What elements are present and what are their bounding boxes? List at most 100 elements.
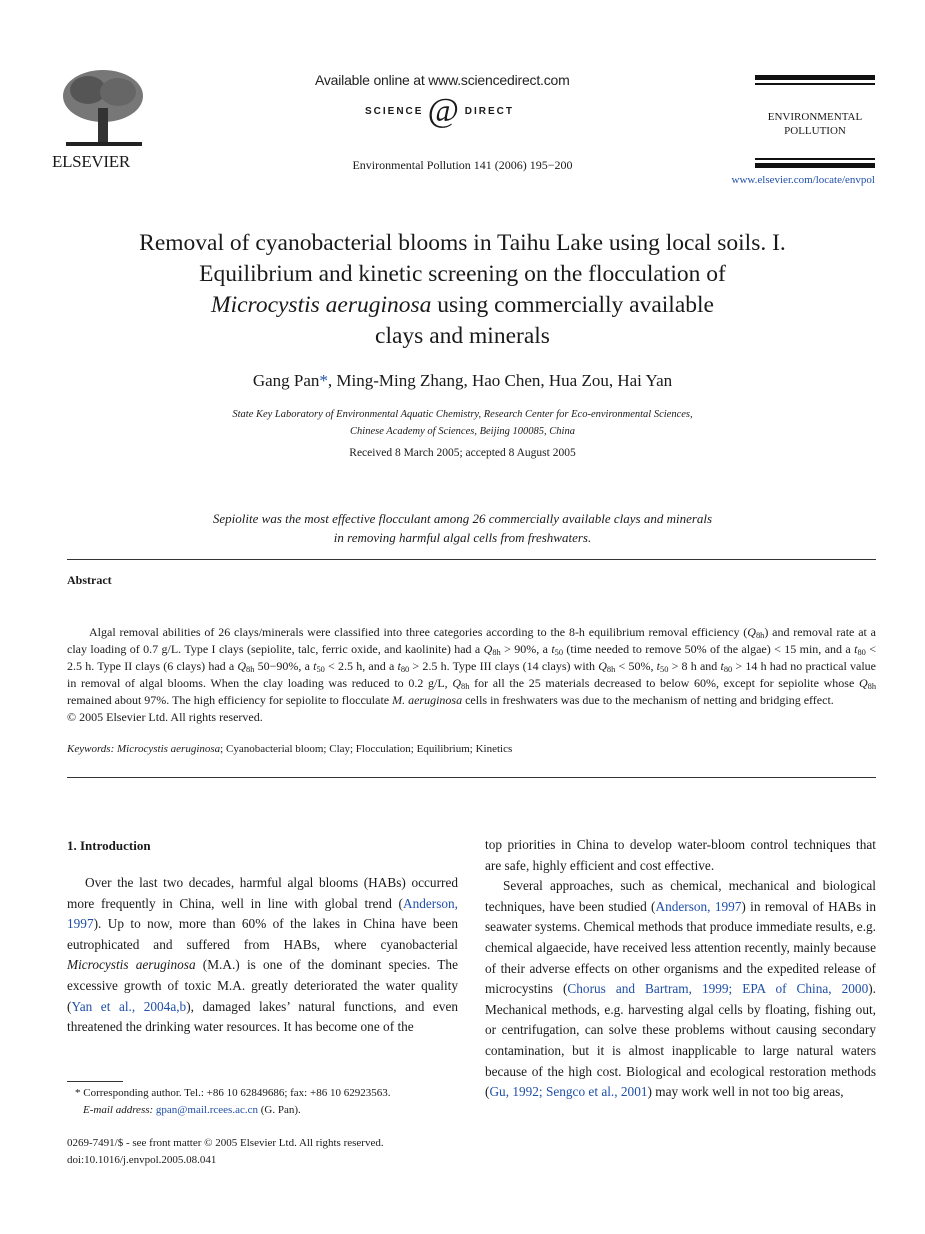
journal-name: ENVIRONMENTAL POLLUTION (755, 110, 875, 138)
sd-at: @ (427, 92, 461, 129)
reference-link[interactable]: Anderson, 1997 (655, 898, 742, 914)
text: ). Up to now, more than 60% of the lakes… (67, 916, 458, 952)
abstract-text: Algal removal abilities of 26 clays/mine… (67, 624, 876, 709)
subscript: 8h (867, 682, 876, 692)
text: < 50%, (615, 659, 657, 673)
subscript: 8h (461, 682, 470, 692)
paragraph: Over the last two decades, harmful algal… (67, 873, 458, 1038)
text: ). Mechanical methods, e.g. harvesting a… (485, 981, 876, 1100)
text: Over the last two decades, harmful algal… (67, 875, 458, 911)
journal-bar (755, 83, 875, 85)
italic-text: t (313, 659, 317, 673)
abstract-heading: Abstract (67, 573, 112, 587)
subscript: 80 (723, 665, 733, 675)
text: (time needed to remove 50% of the algae)… (563, 642, 855, 656)
text: ) may work well in not too big areas, (647, 1084, 844, 1100)
subscript: 50 (554, 648, 564, 658)
italic-text: t (551, 642, 555, 656)
journal-url-link[interactable]: www.elsevier.com/locate/envpol (731, 174, 875, 186)
italic-text: E-mail address: (83, 1104, 154, 1116)
text: > 8 h and (668, 659, 721, 673)
elsevier-tree-logo (58, 68, 148, 155)
italic-text: Q (483, 642, 493, 656)
title-line: clays and minerals (60, 321, 865, 352)
italic-text: Q (237, 659, 247, 673)
title-line: Equilibrium and kinetic screening on the… (60, 259, 865, 290)
text: cells in freshwaters was due to the mech… (462, 693, 834, 707)
text: > 14 h had no practical value in removal… (67, 659, 877, 690)
highlight-line: Sepiolite was the most effective floccul… (212, 511, 713, 526)
text: Equilibrium and kinetic screening on the… (199, 261, 726, 287)
text: ) in removal of HABs in seawater systems… (485, 898, 876, 997)
text: top priorities in China to develop water… (485, 837, 876, 873)
italic-text: t (397, 659, 401, 673)
abstract-body: Algal removal abilities of 26 clays/mine… (67, 624, 876, 726)
sciencedirect-logo: SCIENCE @ DIRECT (365, 92, 514, 129)
reference-link[interactable]: Anderson, 1997 (67, 895, 458, 932)
italic-text: Q (452, 676, 462, 690)
footnote-line: E-mail address: gpan@mail.rcees.ac.cn (G… (67, 1102, 467, 1119)
text: Algal removal abilities of 26 clays/mine… (89, 625, 748, 639)
italic-text: Q (747, 625, 756, 639)
subscript: 50 (316, 665, 325, 675)
subscript: 8h (755, 631, 765, 641)
italic-text: t (656, 659, 660, 673)
article-title: Removal of cyanobacterial blooms in Taih… (60, 228, 865, 352)
abstract-copyright: © 2005 Elsevier Ltd. All rights reserved… (67, 710, 263, 724)
title-line: Removal of cyanobacterial blooms in Taih… (60, 228, 865, 259)
subscript: 8h (606, 665, 616, 675)
text: , Ming-Ming Zhang, Hao Chen, Hua Zou, Ha… (327, 371, 673, 390)
journal-citation: Environmental Pollution 141 (2006) 195−2… (352, 158, 573, 172)
affiliation: State Key Laboratory of Environmental Aq… (0, 406, 925, 440)
right-column: top priorities in China to develop water… (485, 835, 876, 1103)
front-matter: 0269-7491/$ - see front matter © 2005 El… (67, 1135, 384, 1169)
text: clays and minerals (375, 323, 550, 349)
journal-name-line: ENVIRONMENTAL (767, 111, 863, 123)
subscript: 8h (246, 665, 255, 675)
reference-link[interactable]: Gu, 1992; Sengco et al., 2001 (489, 1084, 648, 1100)
italic-text: Microcystis aeruginosa (67, 957, 196, 973)
italic-text: Q (858, 676, 868, 690)
affiliation-line: Chinese Academy of Sciences, Beijing 100… (350, 426, 575, 437)
text: Gang Pan (252, 371, 320, 390)
italic-text: Microcystis aeruginosa (211, 292, 432, 318)
footnote-line: * Corresponding author. Tel.: +86 10 628… (67, 1085, 467, 1102)
text: ), damaged lakes’ natural functions, and… (67, 998, 458, 1035)
text: < 2.5 h, and a (324, 659, 398, 673)
sd-science: SCIENCE (365, 105, 424, 117)
text: ; Cyanobacterial bloom; Clay; Flocculati… (220, 743, 513, 755)
italic-text: t (854, 642, 858, 656)
footnote-rule (67, 1081, 123, 1082)
subscript: 50 (660, 665, 669, 675)
text: Removal of cyanobacterial blooms in Taih… (139, 230, 786, 256)
italic-text: M. aeruginosa (392, 693, 463, 707)
received-dates: Received 8 March 2005; accepted 8 August… (349, 447, 576, 459)
reference-link[interactable]: gpan@mail.rcees.ac.cn (155, 1104, 258, 1116)
keywords: Keywords: Microcystis aeruginosa; Cyanob… (67, 743, 512, 755)
sd-direct: DIRECT (464, 105, 514, 117)
highlight: Sepiolite was the most effective floccul… (150, 509, 775, 547)
affiliation-line: State Key Laboratory of Environmental Aq… (232, 409, 693, 420)
journal-name-line: POLLUTION (784, 125, 846, 137)
left-column: Over the last two decades, harmful algal… (67, 873, 458, 1038)
paragraph: Several approaches, such as chemical, me… (485, 876, 876, 1103)
italic-text: Keywords: Microcystis aeruginosa (67, 743, 221, 755)
reference-link[interactable]: Chorus and Bartram, 1999; EPA of China, … (567, 981, 869, 997)
text: for all the 25 materials decreased to be… (469, 676, 859, 690)
paragraph: top priorities in China to develop water… (485, 835, 876, 876)
highlight-line: in removing harmful algal cells from fre… (333, 530, 592, 545)
available-online-text: Available online at www.sciencedirect.co… (315, 72, 570, 88)
text: > 90%, a (500, 642, 552, 656)
divider (67, 777, 876, 778)
reference-link[interactable]: Yan et al., 2004a,b (71, 998, 187, 1014)
text: 50−90%, a (254, 659, 314, 673)
text: (M.A.) is one of the dominant species. T… (67, 957, 458, 1014)
reference-link[interactable]: * (319, 371, 328, 390)
subscript: 80 (857, 648, 866, 658)
italic-text: Q (598, 659, 607, 673)
text: using commercially available (431, 292, 714, 318)
text: Several approaches, such as chemical, me… (485, 878, 876, 914)
text: > 2.5 h. Type III clays (14 clays) with (409, 659, 599, 673)
publisher-name: ELSEVIER (52, 152, 130, 171)
italic-text: t (720, 659, 724, 673)
